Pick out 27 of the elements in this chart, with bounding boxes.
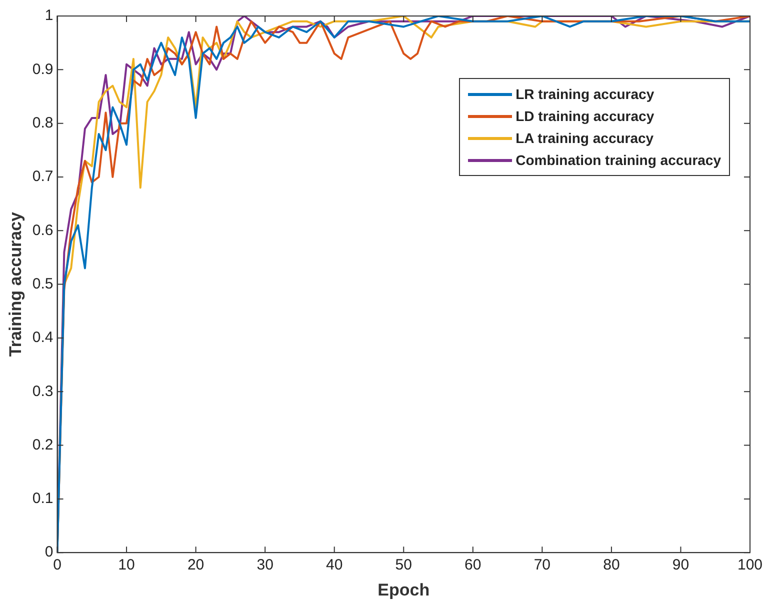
legend-label: LR training accuracy [516,86,654,102]
x-tick-label: 80 [603,556,620,574]
y-tick-label: 0.2 [32,436,54,454]
y-tick-label: 0.4 [32,329,54,346]
y-tick-label: 0.3 [32,382,54,400]
legend-label: Combination training accuracy [516,152,721,168]
y-tick-label: 0.8 [32,114,54,132]
y-tick-label: 0 [44,544,54,561]
y-tick-label: 0.7 [32,168,54,186]
x-tick-label: 60 [464,556,482,574]
legend-label: LA training accuracy [516,130,654,146]
x-tick-label: 40 [326,556,343,574]
legend-label: LD training accuracy [516,108,654,124]
y-tick-label: 1 [44,7,54,24]
x-tick-label: 70 [534,556,551,574]
x-tick-label: 50 [395,556,412,574]
x-tick-label: 20 [187,556,204,574]
x-tick-label: 30 [256,556,274,574]
x-tick-label: 10 [118,556,135,574]
x-tick-label: 100 [737,556,763,574]
y-tick-label: 0.6 [32,222,54,239]
y-tick-label: 0.5 [32,275,54,292]
y-tick-label: 0.9 [32,60,54,78]
x-axis-title: Epoch [378,580,430,600]
y-tick-label: 0.1 [32,490,54,508]
y-axis-title: Training accuracy [6,211,25,357]
x-tick-label: 90 [672,556,690,574]
